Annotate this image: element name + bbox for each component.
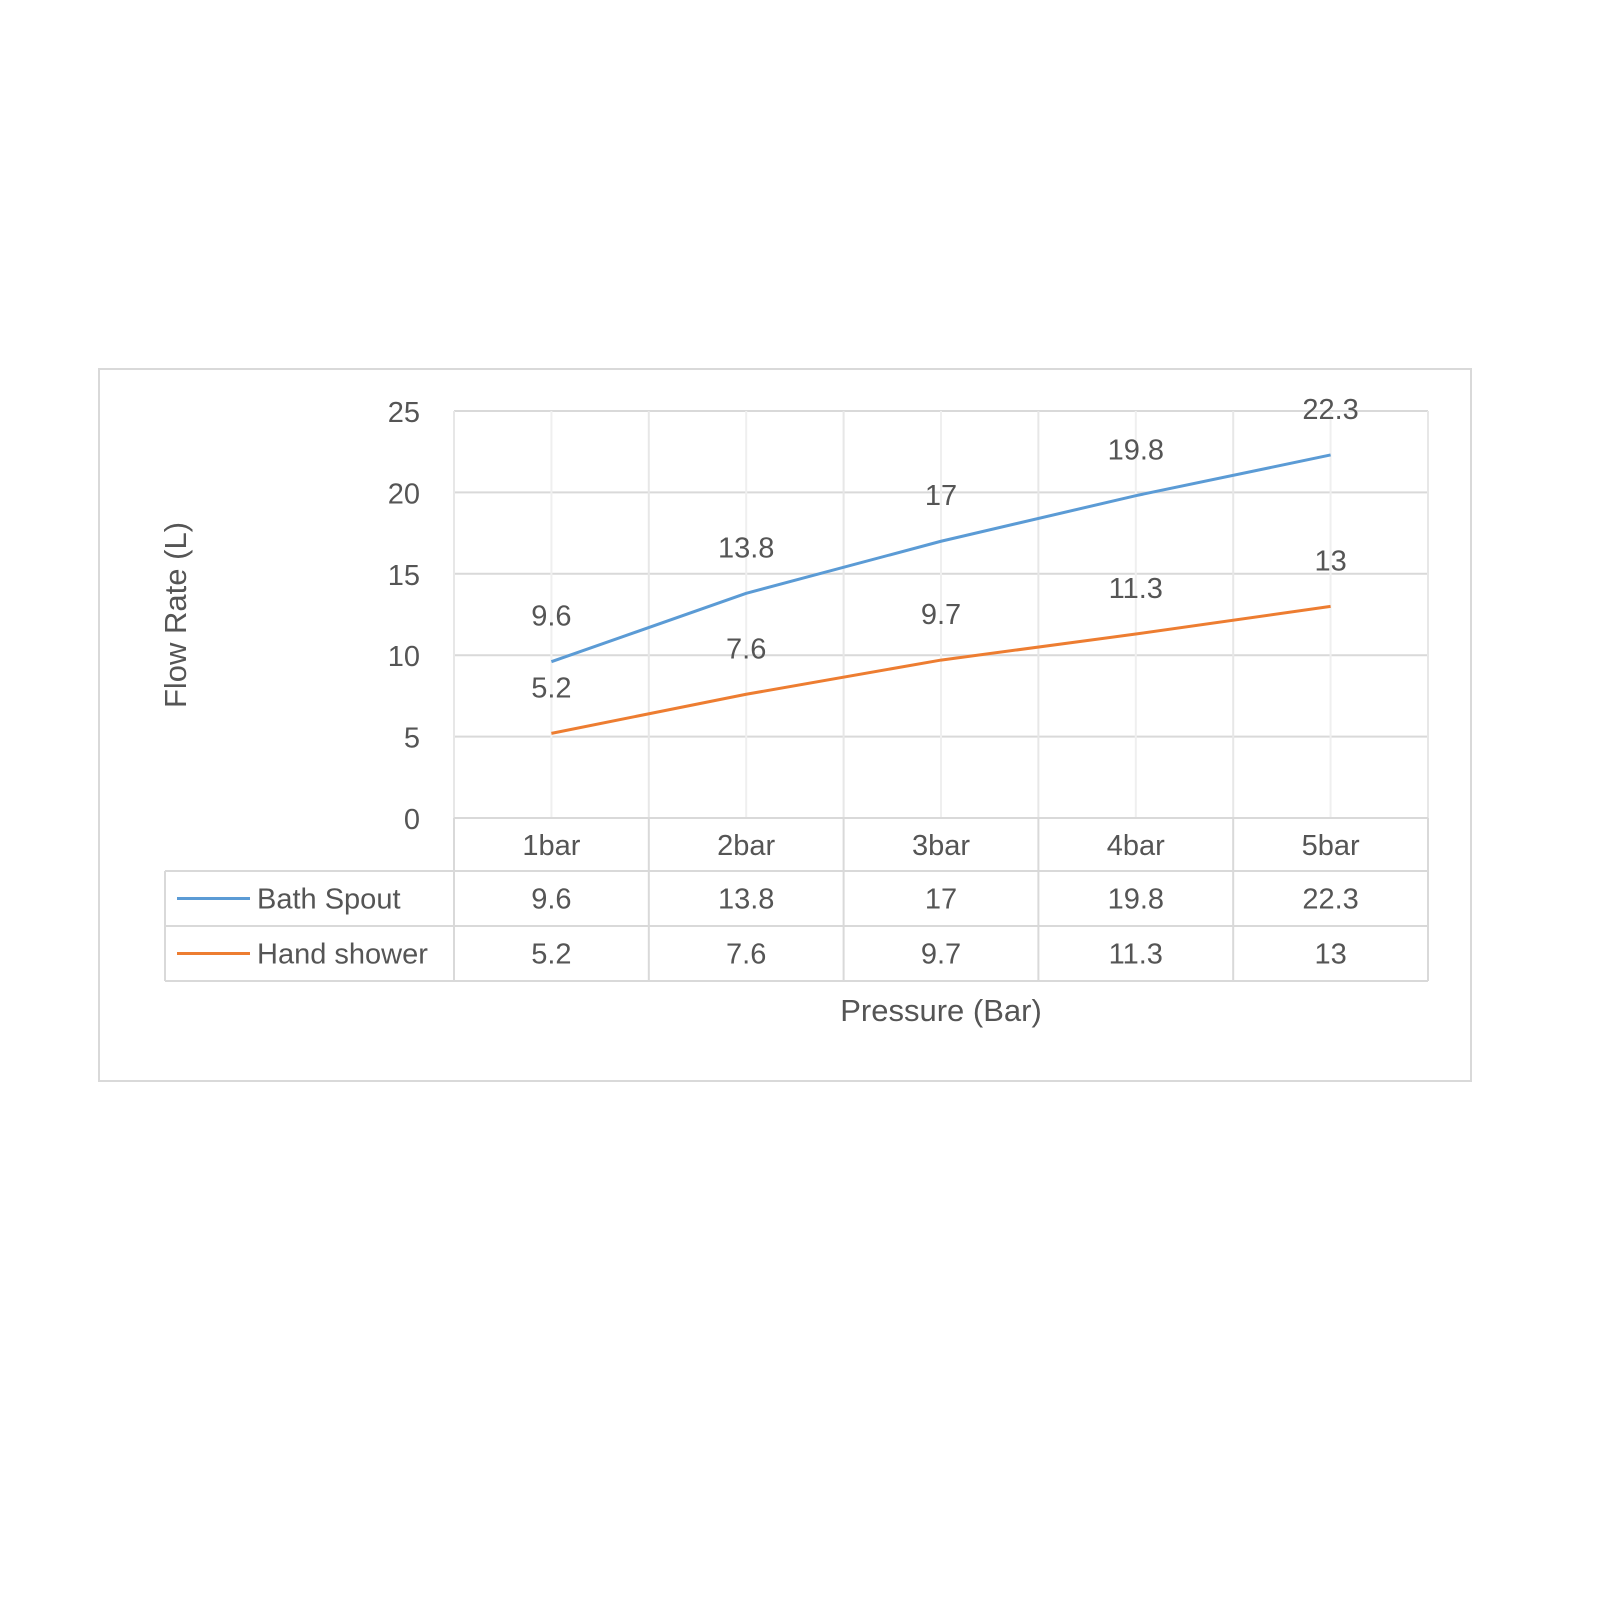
series-line [551, 604, 1331, 735]
data-labels: 9.6 13.8 17 19.8 22.3 5.2 7.6 9.7 11.3 13 [531, 394, 1359, 704]
y-tick-label: 15 [388, 560, 420, 592]
data-label: 9.7 [921, 599, 961, 631]
table-cell-value: 22.3 [1302, 884, 1358, 916]
x-axis-title: Pressure (Bar) [840, 993, 1042, 1028]
table-cell-value: 5.2 [531, 939, 571, 971]
x-category-label: 1bar [522, 830, 580, 862]
data-label: 17 [925, 480, 957, 512]
gridlines [453, 410, 1429, 818]
y-tick-label: 5 [404, 723, 420, 755]
y-tick-label: 10 [388, 641, 420, 673]
legend-series-name: Bath Spout [257, 884, 401, 916]
data-label: 5.2 [531, 672, 571, 704]
data-label: 11.3 [1109, 573, 1163, 605]
legend-series-name: Hand shower [257, 939, 428, 971]
table-cell-value: 17 [925, 884, 957, 916]
x-category-label: 5bar [1302, 830, 1360, 862]
series-line [550, 453, 1331, 664]
y-axis-title: Flow Rate (L) [158, 522, 193, 708]
table-cell-value: 9.6 [531, 884, 571, 916]
x-category-label: 2bar [717, 830, 775, 862]
x-category-label: 4bar [1107, 830, 1165, 862]
table-cell-value: 11.3 [1109, 939, 1163, 971]
table-cell-value: 13 [1314, 939, 1346, 971]
table-cell-value: 19.8 [1108, 884, 1164, 916]
y-axis-ticks: 0 5 10 15 20 25 [388, 397, 420, 836]
data-table: 1bar 2bar 3bar 4bar 5bar Bath Spout 9.6 13.8 17 1… [164, 817, 1429, 982]
table-cell-value: 7.6 [726, 939, 766, 971]
table-cell-value: 13.8 [718, 884, 774, 916]
y-tick-label: 20 [388, 478, 420, 510]
data-label: 9.6 [531, 601, 571, 633]
y-tick-label: 0 [404, 804, 420, 836]
data-label: 13.8 [718, 532, 774, 564]
table-cell-value: 9.7 [921, 939, 961, 971]
data-label: 22.3 [1302, 394, 1358, 426]
data-label: 7.6 [726, 633, 766, 665]
data-label: 19.8 [1108, 435, 1164, 467]
y-tick-label: 25 [388, 397, 420, 429]
series-lines [550, 453, 1331, 735]
data-label: 13 [1314, 545, 1346, 577]
x-category-label: 3bar [912, 830, 970, 862]
chart-frame [98, 368, 1472, 1082]
